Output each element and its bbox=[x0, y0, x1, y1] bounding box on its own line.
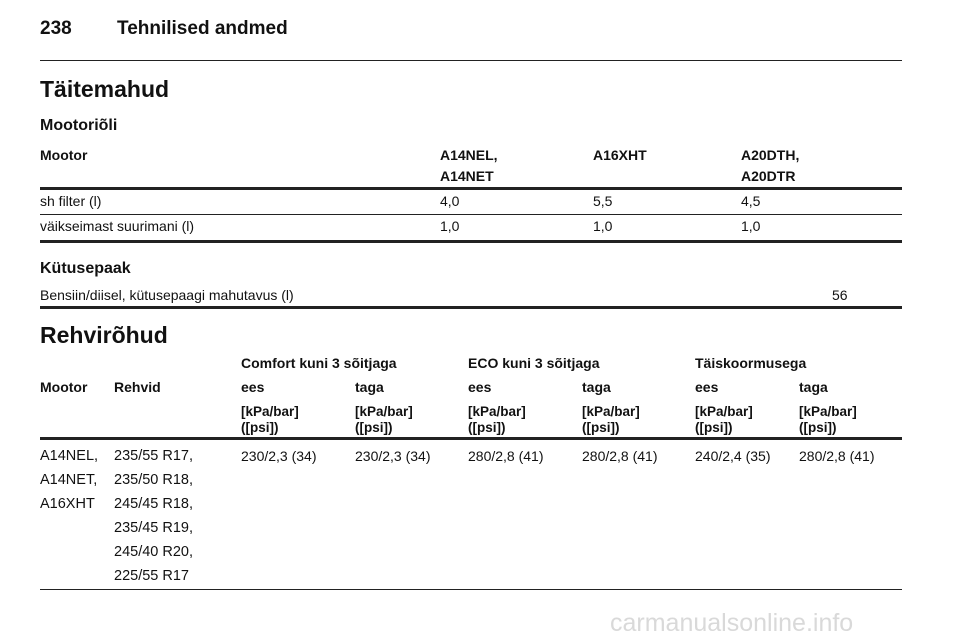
header-title: Tehnilised andmed bbox=[117, 18, 288, 39]
tires-group-full: Täiskoormusega bbox=[695, 355, 807, 371]
tires-unit-1: [kPa/bar] ([psi]) bbox=[241, 404, 299, 435]
oil-row1-a20: 4,5 bbox=[741, 193, 761, 209]
oil-col-a20: A20DTH, A20DTR bbox=[741, 147, 800, 184]
tires-val-1: 230/2,3 (34) bbox=[241, 448, 317, 464]
tires-val-3: 280/2,8 (41) bbox=[468, 448, 544, 464]
tires-group-comfort: Comfort kuni 3 sõitjaga bbox=[241, 355, 397, 371]
tires-unit-4: [kPa/bar] ([psi]) bbox=[582, 404, 640, 435]
page-number: 238 bbox=[40, 18, 72, 39]
tires-col-tire: Rehvid bbox=[114, 379, 161, 395]
fuel-subtitle: Kütusepaak bbox=[40, 260, 131, 277]
oil-bottom-rule bbox=[40, 240, 902, 243]
fuel-value: 56 bbox=[832, 287, 848, 303]
oil-row1-a16: 5,5 bbox=[593, 193, 613, 209]
tires-row-engine: A14NEL, A14NET, A16XHT bbox=[40, 448, 99, 512]
tires-val-2: 230/2,3 (34) bbox=[355, 448, 431, 464]
tires-axle-6: taga bbox=[799, 379, 828, 395]
tires-header-rule bbox=[40, 437, 902, 440]
tires-val-5: 240/2,4 (35) bbox=[695, 448, 771, 464]
tires-axle-2: taga bbox=[355, 379, 384, 395]
tires-axle-4: taga bbox=[582, 379, 611, 395]
header-divider bbox=[40, 60, 902, 61]
oil-col-a14: A14NEL, A14NET bbox=[440, 147, 498, 184]
oil-row2-a20: 1,0 bbox=[741, 218, 761, 234]
tires-unit-5: [kPa/bar] ([psi]) bbox=[695, 404, 753, 435]
oil-header-rule bbox=[40, 187, 902, 190]
tires-bottom-rule bbox=[40, 589, 902, 590]
tires-axle-5: ees bbox=[695, 379, 719, 395]
oil-row2-label: väikseimast suurimani (l) bbox=[40, 218, 195, 234]
tires-row-sizes: 235/55 R17, 235/50 R18, 245/45 R18, 235/… bbox=[114, 448, 194, 584]
oil-row2-a16: 1,0 bbox=[593, 218, 613, 234]
tires-val-4: 280/2,8 (41) bbox=[582, 448, 658, 464]
fuel-label: Bensiin/diisel, kütusepaagi mahutavus (l… bbox=[40, 287, 294, 303]
section-title-fill: Täitemahud bbox=[40, 76, 170, 102]
tires-group-eco: ECO kuni 3 sõitjaga bbox=[468, 355, 600, 371]
tires-col-engine: Mootor bbox=[40, 379, 88, 395]
oil-row1-a14: 4,0 bbox=[440, 193, 460, 209]
watermark: carmanualsonline.info bbox=[610, 609, 854, 637]
tires-axle-1: ees bbox=[241, 379, 265, 395]
tires-title: Rehvirõhud bbox=[40, 322, 168, 348]
oil-col-engine: Mootor bbox=[40, 147, 88, 163]
oil-col-a16: A16XHT bbox=[593, 147, 647, 163]
tires-val-6: 280/2,8 (41) bbox=[799, 448, 875, 464]
oil-row1-label: sh filter (l) bbox=[40, 193, 102, 209]
tires-unit-2: [kPa/bar] ([psi]) bbox=[355, 404, 413, 435]
oil-row2-a14: 1,0 bbox=[440, 218, 460, 234]
fuel-bottom-rule bbox=[40, 306, 902, 309]
oil-row-rule bbox=[40, 214, 902, 215]
oil-subtitle: Mootoriõli bbox=[40, 117, 118, 134]
tires-unit-6: [kPa/bar] ([psi]) bbox=[799, 404, 857, 435]
tires-unit-3: [kPa/bar] ([psi]) bbox=[468, 404, 526, 435]
tires-axle-3: ees bbox=[468, 379, 492, 395]
